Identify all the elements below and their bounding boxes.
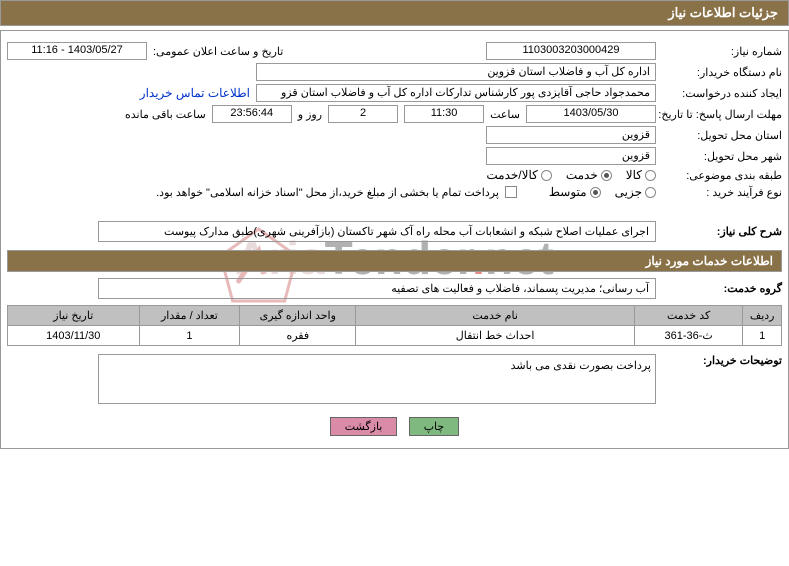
radio-motavaset[interactable]: متوسط (549, 185, 601, 199)
value-buyer: اداره کل آب و فاضلاب استان قزوین (256, 63, 656, 81)
process-radio-group: جزیی متوسط (549, 185, 656, 199)
radio-kala-khedmat[interactable]: کالا/خدمت (486, 168, 551, 182)
category-radio-group: کالا خدمت کالا/خدمت (486, 168, 656, 182)
main-form-frame: شماره نیاز: 1103003203000429 تاریخ و ساع… (0, 30, 789, 449)
radio-label-jozee: جزیی (615, 185, 642, 199)
label-comment: توضیحات خریدار: (662, 354, 782, 367)
th-row: ردیف (743, 306, 782, 326)
label-category: طبقه بندی موضوعی: (662, 169, 782, 182)
radio-label-motavaset: متوسط (549, 185, 587, 199)
checkbox-label: پرداخت تمام یا بخشی از مبلغ خرید،از محل … (156, 186, 499, 199)
label-time: ساعت (490, 108, 520, 121)
button-row: چاپ بازگشت (7, 407, 782, 440)
label-group: گروه خدمت: (662, 282, 782, 295)
row-city: شهر محل تحویل: قزوین (7, 147, 782, 165)
radio-label-khedmat: خدمت (566, 168, 598, 182)
label-requester: ایجاد کننده درخواست: (662, 87, 782, 100)
cell-row: 1 (743, 326, 782, 346)
label-province: استان محل تحویل: (662, 129, 782, 142)
label-buyer: نام دستگاه خریدار: (662, 66, 782, 79)
label-desc: شرح کلی نیاز: (662, 225, 782, 238)
label-announce: تاریخ و ساعت اعلان عمومی: (153, 45, 283, 58)
radio-dot-icon (645, 187, 656, 198)
label-city: شهر محل تحویل: (662, 150, 782, 163)
section-services: اطلاعات خدمات مورد نیاز (7, 250, 782, 272)
radio-jozee[interactable]: جزیی (615, 185, 656, 199)
row-category: طبقه بندی موضوعی: کالا خدمت کالا/خدمت (7, 168, 782, 182)
value-need-no: 1103003203000429 (486, 42, 656, 60)
radio-dot-icon (590, 187, 601, 198)
cell-unit: فقره (240, 326, 356, 346)
table-row: 1 ث-36-361 احداث خط انتقال فقره 1 1403/1… (8, 326, 782, 346)
cell-qty: 1 (139, 326, 240, 346)
th-unit: واحد اندازه گیری (240, 306, 356, 326)
buyer-contact-link[interactable]: اطلاعات تماس خریدار (140, 86, 250, 100)
label-process: نوع فرآیند خرید : (662, 186, 782, 199)
radio-dot-icon (601, 170, 612, 181)
row-province: استان محل تحویل: قزوین (7, 126, 782, 144)
row-comment: توضیحات خریدار: پرداخت بصورت نقدی می باش… (7, 354, 782, 404)
cell-code: ث-36-361 (634, 326, 742, 346)
value-announce: 1403/05/27 - 11:16 (7, 42, 147, 60)
value-requester: محمدجواد حاجی آقایزدی پور کارشناس تدارکا… (256, 84, 656, 102)
value-desc: اجرای عملیات اصلاح شبکه و انشعابات آب مح… (98, 221, 656, 242)
back-button[interactable]: بازگشت (330, 417, 398, 436)
row-process-type: نوع فرآیند خرید : جزیی متوسط پرداخت تمام… (7, 185, 782, 199)
value-group: آب رسانی؛ مدیریت پسماند، فاضلاب و فعالیت… (98, 278, 656, 299)
cell-date: 1403/11/30 (8, 326, 140, 346)
row-group: گروه خدمت: آب رسانی؛ مدیریت پسماند، فاضل… (7, 278, 782, 299)
row-buyer: نام دستگاه خریدار: اداره کل آب و فاضلاب … (7, 63, 782, 81)
value-deadline-date: 1403/05/30 (526, 105, 656, 123)
table-header-row: ردیف کد خدمت نام خدمت واحد اندازه گیری ت… (8, 306, 782, 326)
radio-khedmat[interactable]: خدمت (566, 168, 612, 182)
value-deadline-time: 11:30 (404, 105, 484, 123)
services-table: ردیف کد خدمت نام خدمت واحد اندازه گیری ت… (7, 305, 782, 346)
radio-label-kk: کالا/خدمت (486, 168, 537, 182)
row-requester: ایجاد کننده درخواست: محمدجواد حاجی آقایز… (7, 84, 782, 102)
row-deadline: مهلت ارسال پاسخ: تا تاریخ: 1403/05/30 سا… (7, 105, 782, 123)
radio-dot-icon (541, 170, 552, 181)
radio-kala[interactable]: کالا (626, 168, 656, 182)
treasury-checkbox[interactable] (505, 186, 517, 198)
th-name: نام خدمت (356, 306, 635, 326)
radio-dot-icon (645, 170, 656, 181)
label-days-and: روز و (298, 108, 322, 121)
value-city: قزوین (486, 147, 656, 165)
th-qty: تعداد / مقدار (139, 306, 240, 326)
th-code: کد خدمت (634, 306, 742, 326)
label-deadline: مهلت ارسال پاسخ: تا تاریخ: (662, 108, 782, 121)
cell-name: احداث خط انتقال (356, 326, 635, 346)
value-province: قزوین (486, 126, 656, 144)
page-header: جزئیات اطلاعات نیاز (0, 0, 789, 26)
row-need-number: شماره نیاز: 1103003203000429 تاریخ و ساع… (7, 42, 782, 60)
label-need-no: شماره نیاز: (662, 45, 782, 58)
value-remain: 23:56:44 (212, 105, 292, 123)
row-desc: شرح کلی نیاز: اجرای عملیات اصلاح شبکه و … (7, 221, 782, 242)
print-button[interactable]: چاپ (409, 417, 460, 436)
value-days: 2 (328, 105, 398, 123)
radio-label-kala: کالا (626, 168, 642, 182)
th-date: تاریخ نیاز (8, 306, 140, 326)
label-remain: ساعت باقی مانده (125, 108, 206, 121)
comment-box: پرداخت بصورت نقدی می باشد (98, 354, 656, 404)
